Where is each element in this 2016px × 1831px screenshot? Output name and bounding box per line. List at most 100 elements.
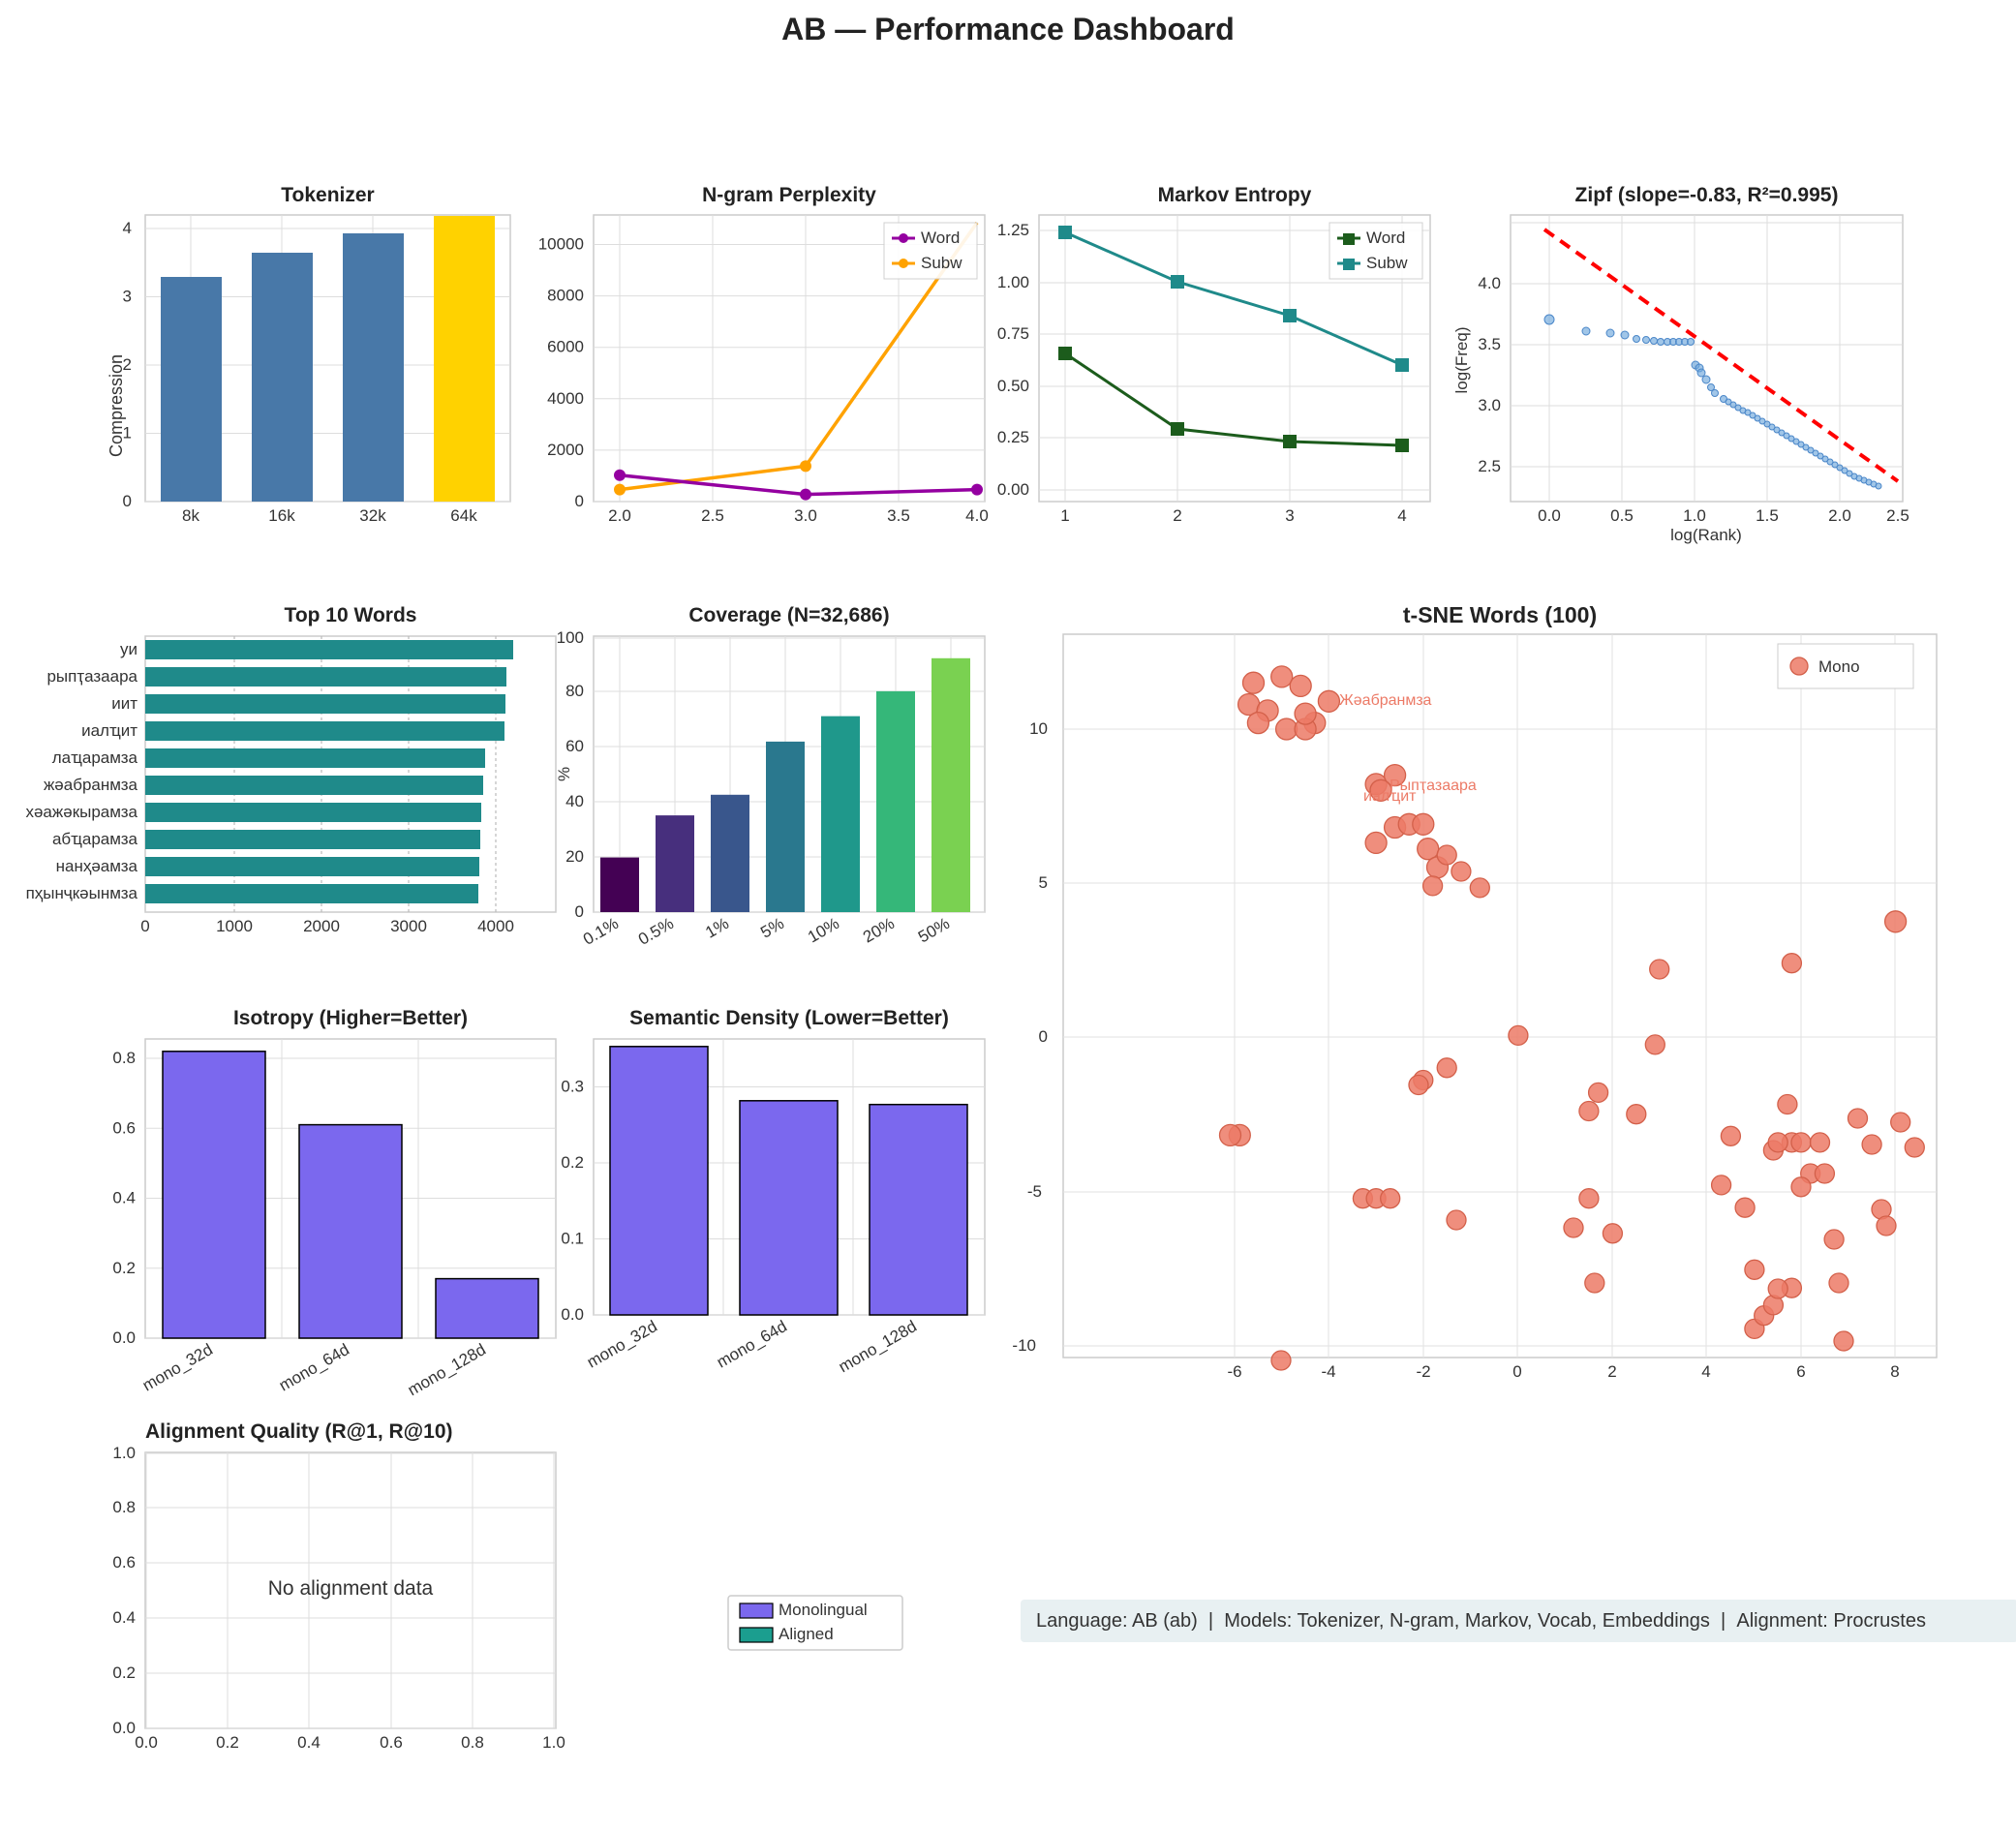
svg-text:2: 2: [1173, 506, 1181, 525]
svg-text:8: 8: [1890, 1362, 1899, 1381]
svg-text:Subw: Subw: [921, 254, 962, 272]
svg-text:2.0: 2.0: [608, 506, 631, 525]
svg-text:0.2: 0.2: [112, 1259, 136, 1277]
svg-text:0.8: 0.8: [461, 1733, 484, 1752]
svg-text:0.0: 0.0: [135, 1733, 158, 1752]
svg-text:mono_64d: mono_64d: [714, 1317, 790, 1372]
svg-text:0: 0: [1039, 1027, 1048, 1046]
svg-text:0: 0: [1512, 1362, 1521, 1381]
svg-text:3.0: 3.0: [794, 506, 817, 525]
svg-text:mono_128d: mono_128d: [405, 1340, 489, 1399]
svg-text:3.5: 3.5: [887, 506, 910, 525]
svg-text:-2: -2: [1416, 1362, 1430, 1381]
svg-text:log(Freq): log(Freq): [1452, 327, 1471, 394]
svg-text:1.0: 1.0: [542, 1733, 565, 1752]
svg-text:1.0: 1.0: [1683, 506, 1706, 525]
svg-text:3: 3: [1285, 506, 1294, 525]
svg-text:50%: 50%: [915, 914, 953, 946]
svg-text:0: 0: [575, 492, 584, 510]
svg-text:4000: 4000: [547, 389, 584, 408]
svg-text:-5: -5: [1027, 1182, 1042, 1201]
svg-text:64k: 64k: [450, 506, 477, 525]
svg-text:10: 10: [1029, 719, 1048, 738]
svg-text:0: 0: [575, 902, 584, 921]
svg-text:4: 4: [1701, 1362, 1710, 1381]
svg-text:1%: 1%: [702, 914, 732, 942]
svg-text:Aligned: Aligned: [779, 1625, 834, 1643]
svg-text:пҳынҷкәынмза: пҳынҷкәынмза: [26, 884, 138, 902]
svg-text:0.4: 0.4: [112, 1608, 136, 1627]
svg-text:-6: -6: [1227, 1362, 1241, 1381]
svg-text:0: 0: [140, 917, 149, 935]
svg-text:0: 0: [123, 492, 132, 510]
svg-text:0.2: 0.2: [561, 1153, 584, 1172]
svg-text:2: 2: [1607, 1362, 1616, 1381]
svg-text:Word: Word: [1366, 229, 1405, 247]
svg-text:1.00: 1.00: [997, 273, 1029, 291]
svg-text:4: 4: [1397, 506, 1406, 525]
svg-text:иит: иит: [111, 694, 137, 713]
svg-text:0.3: 0.3: [561, 1078, 584, 1096]
svg-text:5: 5: [1039, 873, 1048, 892]
svg-text:4: 4: [123, 219, 132, 237]
svg-text:0.00: 0.00: [997, 480, 1029, 499]
svg-text:Жәабранмза: Жәабранмза: [1339, 692, 1432, 709]
svg-text:0.2: 0.2: [112, 1663, 136, 1682]
svg-text:4000: 4000: [477, 917, 514, 935]
svg-text:2000: 2000: [303, 917, 340, 935]
svg-text:Mono: Mono: [1818, 657, 1860, 676]
svg-text:0.0: 0.0: [112, 1719, 136, 1737]
svg-text:жәабранмза: жәабранмза: [44, 776, 138, 794]
svg-text:1: 1: [1060, 506, 1069, 525]
svg-text:3: 3: [123, 288, 132, 306]
svg-text:0.0: 0.0: [1538, 506, 1561, 525]
svg-text:0.8: 0.8: [112, 1498, 136, 1516]
svg-text:0.1: 0.1: [561, 1230, 584, 1248]
svg-text:mono_64d: mono_64d: [276, 1340, 352, 1395]
svg-text:mono_32d: mono_32d: [139, 1340, 216, 1395]
svg-text:40: 40: [565, 792, 584, 810]
svg-text:mono_128d: mono_128d: [836, 1317, 920, 1376]
svg-text:2.5: 2.5: [701, 506, 724, 525]
svg-text:60: 60: [565, 737, 584, 755]
svg-text:20%: 20%: [860, 914, 898, 946]
svg-text:1000: 1000: [216, 917, 253, 935]
svg-text:20: 20: [565, 847, 584, 866]
svg-text:лаҵарамза: лаҵарамза: [52, 748, 138, 767]
svg-text:2.5: 2.5: [1478, 457, 1501, 475]
svg-text:No alignment data: No alignment data: [268, 1577, 434, 1600]
svg-text:иалҵит: иалҵит: [1363, 788, 1417, 805]
svg-text:6: 6: [1796, 1362, 1805, 1381]
svg-text:32k: 32k: [359, 506, 386, 525]
svg-text:0.0: 0.0: [561, 1305, 584, 1324]
svg-text:0.5: 0.5: [1610, 506, 1634, 525]
svg-text:иалҵит: иалҵит: [81, 721, 137, 740]
svg-text:log(Rank): log(Rank): [1670, 526, 1742, 544]
svg-text:уи: уи: [120, 640, 137, 658]
svg-text:0.8: 0.8: [112, 1049, 136, 1067]
svg-text:0.4: 0.4: [297, 1733, 321, 1752]
svg-text:2.5: 2.5: [1886, 506, 1909, 525]
svg-text:80: 80: [565, 682, 584, 700]
svg-text:4.0: 4.0: [965, 506, 989, 525]
svg-text:3.5: 3.5: [1478, 335, 1501, 353]
svg-text:нанҳәамза: нанҳәамза: [56, 857, 138, 875]
svg-text:хәажәкырамза: хәажәкырамза: [25, 803, 137, 821]
svg-text:0.1%: 0.1%: [580, 914, 622, 949]
svg-text:-4: -4: [1321, 1362, 1335, 1381]
svg-text:0.5%: 0.5%: [635, 914, 677, 949]
svg-text:0.75: 0.75: [997, 324, 1029, 343]
svg-text:Subw: Subw: [1366, 254, 1408, 272]
svg-text:2.0: 2.0: [1828, 506, 1851, 525]
svg-text:10000: 10000: [538, 235, 584, 254]
svg-text:-10: -10: [1012, 1336, 1036, 1355]
svg-text:рыпҭазаара: рыпҭазаара: [46, 667, 137, 686]
svg-text:mono_32d: mono_32d: [584, 1317, 660, 1372]
svg-text:0.2: 0.2: [216, 1733, 239, 1752]
svg-text:1.0: 1.0: [112, 1444, 136, 1462]
svg-text:0.6: 0.6: [112, 1118, 136, 1137]
svg-text:1.5: 1.5: [1756, 506, 1779, 525]
svg-text:10%: 10%: [805, 914, 842, 946]
svg-text:Word: Word: [921, 229, 960, 247]
svg-text:3.0: 3.0: [1478, 396, 1501, 414]
